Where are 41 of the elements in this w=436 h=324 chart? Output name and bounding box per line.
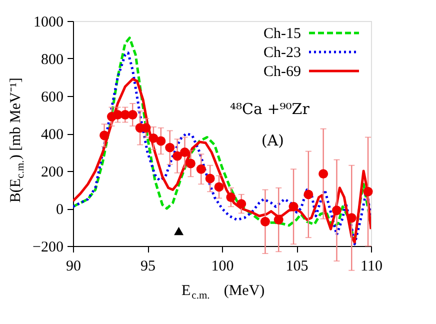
point: [186, 158, 196, 168]
point: [165, 142, 175, 152]
point: [172, 151, 182, 161]
legend-label: Ch-15: [264, 26, 301, 42]
y-tick-label: 200: [41, 164, 64, 180]
point: [346, 213, 356, 223]
point: [332, 206, 342, 216]
point: [226, 192, 236, 202]
point: [205, 174, 215, 184]
annotation: (A): [261, 131, 284, 150]
point: [236, 199, 246, 209]
legend-label: Ch-69: [264, 64, 301, 80]
point: [274, 215, 284, 224]
y-tick-label: 1000: [34, 14, 64, 30]
point: [260, 216, 270, 226]
point: [128, 110, 138, 120]
point: [148, 133, 158, 143]
y-tick-label: 400: [41, 127, 64, 143]
point: [288, 202, 298, 212]
x-tick-label: 95: [140, 258, 156, 274]
point: [214, 182, 224, 192]
point: [174, 226, 184, 236]
y-tick-label: 600: [41, 90, 64, 106]
point: [180, 148, 190, 157]
point: [141, 123, 151, 133]
x-tick-label: 100: [211, 258, 234, 274]
annotation: ⁴⁸Ca +⁹⁰Zr: [230, 100, 310, 118]
y-tick-label: 0: [56, 202, 64, 218]
y-axis-title: B(Ec.m.) [mb MeV⁻¹]: [8, 78, 26, 203]
point: [156, 136, 166, 146]
legend-label: Ch-23: [264, 45, 301, 61]
y-tick-label: 800: [41, 52, 64, 68]
x-tick-label: 90: [66, 258, 81, 274]
point: [304, 190, 314, 200]
point: [196, 164, 206, 174]
x-tick-label: 110: [360, 258, 382, 274]
x-tick-label: 105: [286, 258, 308, 274]
point: [318, 169, 328, 179]
point: [100, 130, 110, 140]
point: [363, 186, 373, 196]
y-tick-label: −200: [32, 240, 64, 256]
